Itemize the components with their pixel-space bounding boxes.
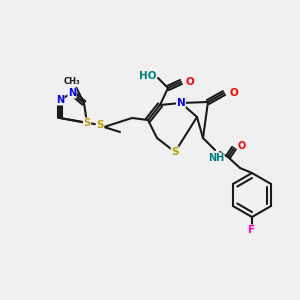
Text: NH: NH [208,153,224,163]
Text: O: O [229,88,238,98]
Text: F: F [248,225,256,235]
Text: S: S [171,147,179,157]
Text: N: N [56,95,64,105]
Text: CH₃: CH₃ [64,77,80,86]
Text: S: S [96,120,104,130]
Text: N: N [177,98,185,108]
Text: N: N [68,88,76,98]
Text: S: S [83,118,91,128]
Text: O: O [238,141,246,151]
Text: HO: HO [139,71,156,81]
Text: O: O [185,77,194,87]
